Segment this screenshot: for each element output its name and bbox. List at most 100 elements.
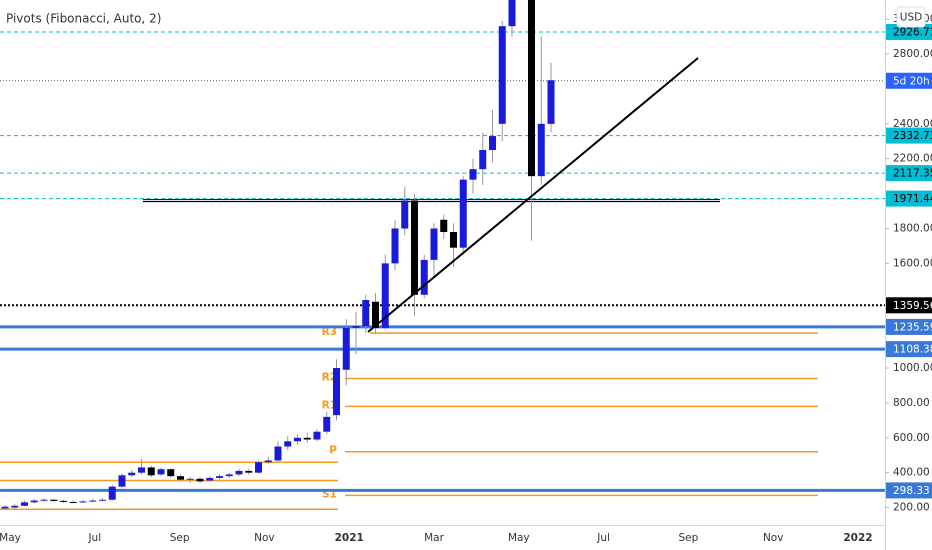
x-tick-label: 2022 bbox=[843, 532, 872, 544]
candle-body bbox=[450, 231, 457, 248]
price-badge-label: 1359.56 bbox=[893, 300, 932, 312]
x-tick-label: Mar bbox=[424, 532, 444, 544]
price-badge bbox=[886, 190, 932, 207]
countdown-badge-label: 5d 20h bbox=[893, 75, 930, 87]
candle-body bbox=[323, 416, 331, 432]
candle-body bbox=[206, 477, 214, 481]
trend-line bbox=[367, 57, 699, 333]
currency-button[interactable] bbox=[896, 6, 926, 28]
candle-body bbox=[60, 500, 67, 502]
candle-body bbox=[255, 462, 262, 473]
candle-body bbox=[89, 500, 97, 502]
x-tick-label: Jul bbox=[596, 532, 610, 544]
candle-body bbox=[391, 228, 399, 264]
candle-body bbox=[216, 476, 223, 478]
candle-body bbox=[313, 431, 321, 440]
candle-body bbox=[274, 446, 282, 461]
candle-body bbox=[245, 470, 253, 473]
candle-body bbox=[352, 326, 360, 328]
x-tick-label: Sep bbox=[170, 532, 190, 544]
candle-body bbox=[381, 263, 389, 328]
indicator-title: Pivots (Fibonacci, Auto, 2) bbox=[6, 12, 161, 26]
candle-body bbox=[177, 476, 184, 480]
x-tick-label: Jul bbox=[87, 532, 101, 544]
price-badge-label: 2117.35 bbox=[893, 168, 932, 180]
x-tick-label: Sep bbox=[679, 532, 699, 544]
pivot-label: R3 bbox=[322, 326, 337, 338]
candle-body bbox=[69, 501, 77, 503]
price-badge-label: 298.33 bbox=[893, 485, 930, 497]
candle-body bbox=[157, 469, 165, 475]
candle-body bbox=[196, 478, 204, 482]
y-tick-label: 1800.00 bbox=[893, 222, 932, 234]
x-tick-label: Nov bbox=[254, 532, 275, 544]
y-tick-label: 2800.00 bbox=[893, 48, 932, 60]
candle-body bbox=[11, 505, 19, 508]
candle-body bbox=[118, 475, 126, 487]
x-tick-label: 2021 bbox=[335, 532, 364, 544]
x-tick-label: May bbox=[0, 532, 21, 544]
candle-body bbox=[459, 179, 467, 248]
candle-body bbox=[30, 500, 38, 503]
candle-body bbox=[411, 200, 418, 295]
y-tick-label: 800.00 bbox=[893, 397, 930, 409]
candle-body bbox=[420, 259, 428, 295]
candle-body bbox=[303, 437, 311, 440]
price-badge bbox=[886, 297, 932, 314]
candle-body bbox=[147, 467, 155, 476]
price-badge bbox=[886, 318, 932, 335]
price-badge bbox=[886, 23, 932, 40]
price-badge bbox=[886, 127, 932, 144]
candle-body bbox=[21, 502, 28, 506]
candle-body bbox=[537, 123, 545, 177]
candle-body bbox=[479, 150, 487, 170]
price-badge-label: 1108.38 bbox=[893, 344, 932, 356]
candle-body bbox=[489, 136, 496, 150]
pivot-label: P bbox=[329, 445, 337, 457]
x-tick-label: Nov bbox=[763, 532, 784, 544]
candle-body bbox=[469, 169, 477, 180]
candle-body bbox=[430, 228, 438, 260]
candle-body bbox=[235, 470, 243, 475]
y-tick-label: 1000.00 bbox=[893, 362, 932, 374]
candle-body bbox=[128, 472, 136, 476]
candle-body bbox=[294, 437, 301, 442]
candle-body bbox=[40, 499, 48, 501]
y-tick-label: 400.00 bbox=[893, 467, 930, 479]
y-tick-label: 200.00 bbox=[893, 502, 930, 514]
y-tick-label: 600.00 bbox=[893, 432, 930, 444]
candle-body bbox=[186, 478, 194, 480]
candle-body bbox=[528, 0, 535, 177]
candle-body bbox=[547, 80, 555, 124]
price-badge bbox=[886, 341, 932, 358]
candle-body bbox=[167, 469, 175, 477]
candle-body bbox=[138, 467, 145, 473]
y-tick-label: 2200.00 bbox=[893, 153, 932, 165]
candle-body bbox=[401, 200, 409, 229]
currency-label: USD bbox=[900, 12, 922, 24]
candle-body bbox=[264, 460, 272, 463]
price-badge-label: 1235.59 bbox=[893, 321, 932, 333]
candle-body bbox=[342, 327, 350, 370]
candle-body bbox=[108, 486, 116, 500]
price-badge-label: 1971.44 bbox=[893, 193, 932, 205]
countdown-badge bbox=[886, 72, 932, 89]
candle-body bbox=[372, 301, 379, 328]
candle-body bbox=[362, 300, 370, 327]
y-tick-label: 1600.00 bbox=[893, 257, 932, 269]
candle-body bbox=[333, 368, 340, 416]
candle-body bbox=[79, 501, 87, 503]
candle-body bbox=[1, 506, 9, 509]
candle-body bbox=[508, 0, 516, 27]
candle-body bbox=[50, 499, 58, 501]
price-badge bbox=[886, 482, 932, 499]
y-tick-label: 2400.00 bbox=[893, 118, 932, 130]
price-badge-label: 2926.71 bbox=[893, 26, 932, 38]
candle-body bbox=[284, 441, 292, 447]
candle-body bbox=[440, 219, 448, 232]
candle-body bbox=[99, 499, 106, 501]
price-axis: 200.00 400.00 600.00 800.00 1000.00 1600.00 18… bbox=[885, 13, 932, 514]
